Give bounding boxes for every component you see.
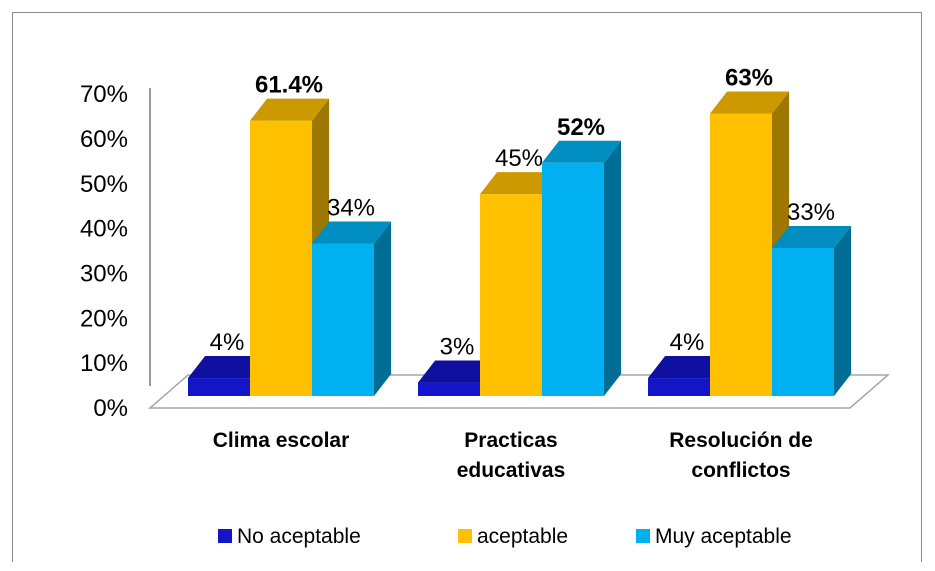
y-tick-label: 60% — [80, 126, 128, 153]
legend-item: Muy aceptable — [636, 525, 792, 548]
y-tick-label: 20% — [80, 305, 128, 332]
bar-front — [480, 194, 542, 396]
y-tick-label: 50% — [80, 171, 128, 198]
data-label: 45% — [495, 145, 543, 172]
bar-top — [188, 356, 268, 379]
legend-item: No aceptable — [218, 525, 361, 548]
bar-front — [772, 247, 834, 396]
bar-front — [250, 120, 312, 396]
category-label: Practicas — [464, 429, 557, 452]
legend-label: aceptable — [477, 525, 568, 548]
data-label: 61.4% — [255, 72, 323, 99]
bar-front — [312, 243, 374, 396]
legend: No aceptable aceptable Muy aceptable — [218, 525, 792, 548]
bar-front — [418, 382, 480, 396]
y-tick-label: 40% — [80, 216, 128, 243]
category-label: conflictos — [691, 459, 790, 482]
bar-muy-aceptable — [772, 225, 852, 396]
legend-swatch — [458, 529, 472, 543]
y-axis: 0% 10% 20% 30% 40% 50% 60% 70% — [80, 81, 151, 422]
bar-side — [374, 221, 392, 396]
legend-swatch — [218, 529, 232, 543]
data-label: 3% — [440, 334, 475, 361]
y-tick-label: 30% — [80, 260, 128, 287]
legend-label: Muy aceptable — [655, 525, 792, 548]
data-label: 33% — [787, 199, 835, 226]
bar-front — [188, 378, 250, 396]
data-label: 52% — [557, 114, 605, 141]
bar-top — [710, 91, 790, 114]
bar-top — [480, 172, 560, 195]
category-label: Resolución de — [669, 429, 813, 452]
legend-label: No aceptable — [237, 525, 361, 548]
bar-top — [418, 360, 498, 383]
bar-front — [542, 162, 604, 396]
data-label: 63% — [725, 64, 773, 91]
data-label: 4% — [670, 329, 705, 356]
legend-swatch — [636, 529, 650, 543]
bar-front — [710, 113, 772, 396]
bar-top — [772, 225, 852, 248]
bar-side — [834, 225, 852, 396]
data-labels: 4% 61.4% 34% 3% 45% 52% 4% 63% 33% — [210, 64, 835, 360]
y-tick-label: 10% — [80, 350, 128, 377]
bars-group — [188, 91, 852, 396]
y-tick-label: 0% — [93, 395, 128, 422]
data-label: 4% — [210, 329, 245, 356]
legend-item: aceptable — [458, 525, 568, 548]
category-label: Clima escolar — [213, 429, 350, 452]
y-tick-label: 70% — [80, 81, 128, 108]
bar-top — [648, 356, 728, 379]
bar-muy-aceptable — [312, 221, 392, 396]
bar-muy-aceptable — [542, 140, 622, 396]
bar-front — [648, 378, 710, 396]
bar-top — [312, 221, 392, 244]
bar-side — [604, 140, 622, 396]
bar-top — [542, 140, 622, 163]
category-label: educativas — [457, 459, 566, 482]
x-axis-categories: Clima escolar Practicas educativas Resoluci… — [213, 429, 813, 482]
data-label: 34% — [327, 195, 375, 222]
bar-top — [250, 98, 330, 121]
